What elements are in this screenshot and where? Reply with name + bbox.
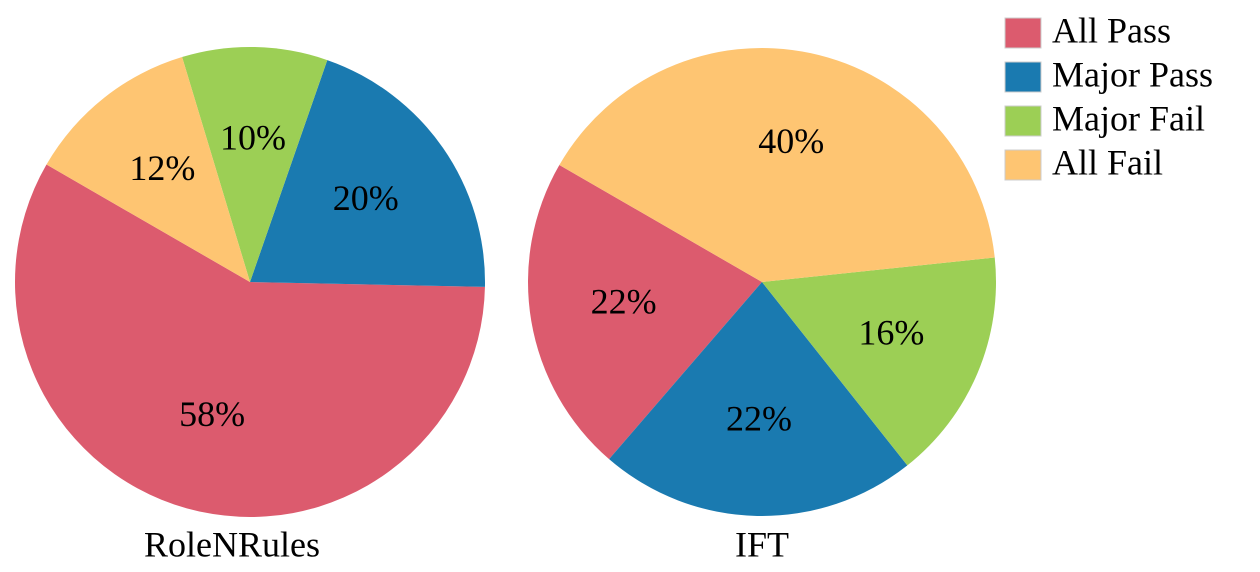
pie-slice <box>46 57 250 282</box>
slice-label: 10% <box>220 117 286 157</box>
legend-label: All Pass <box>1052 10 1171 50</box>
slice-label: 16% <box>858 313 924 353</box>
pie-slice <box>762 257 997 466</box>
pie-title: RoleNRules <box>144 524 320 564</box>
slice-label: 40% <box>758 121 824 161</box>
legend-label: Major Fail <box>1052 98 1205 138</box>
slice-label: 22% <box>726 399 792 439</box>
slice-label: 58% <box>179 394 245 434</box>
pie-slice <box>250 60 485 287</box>
pie-slice <box>528 165 762 460</box>
pie-slice <box>559 47 995 283</box>
pie-slice <box>182 46 328 282</box>
legend-label: All Fail <box>1052 142 1163 182</box>
legend-swatch <box>1004 61 1042 93</box>
legend-swatch <box>1004 149 1042 181</box>
legend-label: Major Pass <box>1052 54 1213 94</box>
slice-label: 20% <box>333 178 399 218</box>
pie-slice <box>14 164 485 518</box>
legend-swatch <box>1004 17 1042 49</box>
slice-label: 22% <box>591 282 657 322</box>
pie-slice <box>609 282 908 517</box>
legend-swatch <box>1004 105 1042 137</box>
pie-title: IFT <box>735 524 789 564</box>
slice-label: 12% <box>129 148 195 188</box>
